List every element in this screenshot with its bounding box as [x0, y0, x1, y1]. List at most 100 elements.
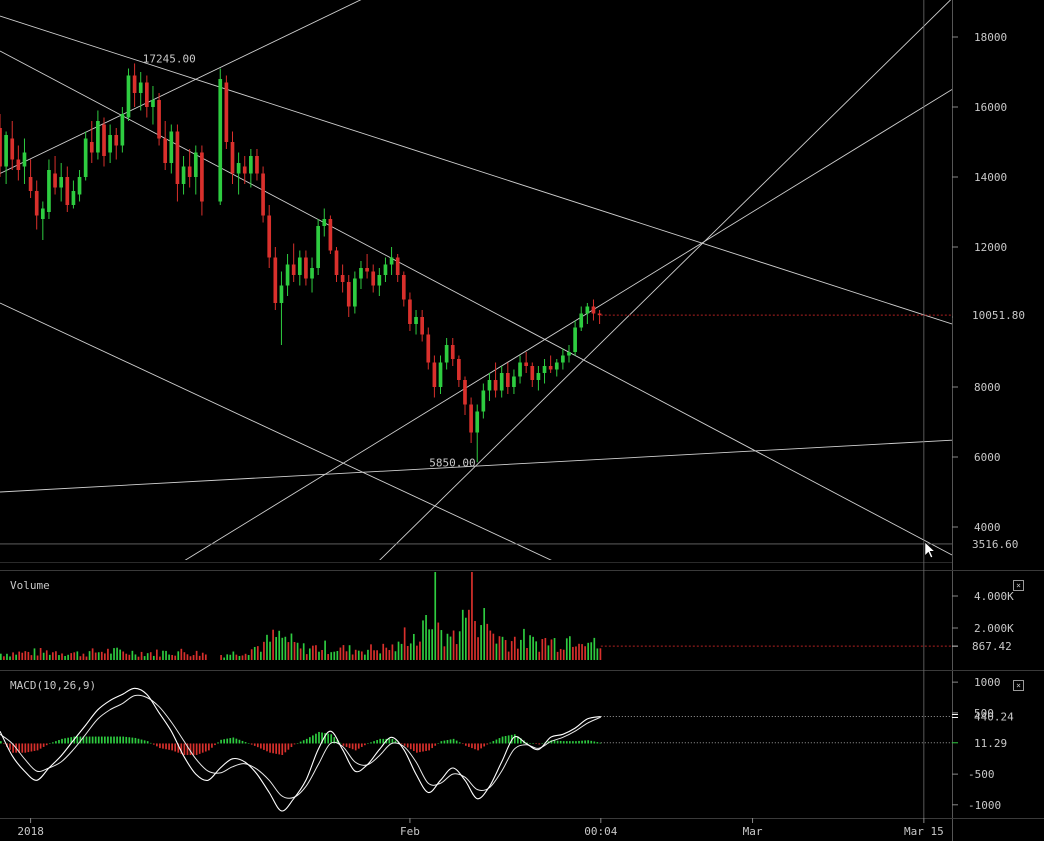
macd-histogram-bar — [214, 743, 216, 746]
volume-bar — [388, 650, 391, 660]
candle-body — [579, 313, 584, 328]
volume-bar — [379, 653, 382, 660]
candle-body — [542, 366, 547, 373]
volume-bar — [100, 651, 103, 660]
volume-bar — [192, 655, 195, 660]
macd-histogram-bar — [587, 740, 590, 744]
macd-histogram-bar — [140, 739, 143, 744]
volume-bar — [82, 653, 85, 660]
candle-body — [291, 264, 296, 275]
volume-close-icon[interactable]: × — [1013, 580, 1024, 591]
candle-body — [481, 390, 486, 412]
macd-histogram-bar — [12, 743, 14, 753]
macd-histogram-bar — [122, 736, 125, 744]
candle-body — [518, 362, 522, 377]
candle-body — [316, 226, 320, 268]
last-price-label: 10051.80 — [972, 309, 1025, 322]
macd-histogram-bar — [468, 743, 470, 747]
macd-close-icon[interactable]: × — [1013, 680, 1024, 691]
volume-bar — [94, 652, 97, 660]
macd-histogram-bar — [412, 743, 415, 751]
volume-bar — [360, 651, 363, 660]
macd-histogram-bar — [452, 738, 455, 744]
macd-histogram-bar — [495, 739, 498, 744]
macd-histogram-bar — [379, 738, 382, 744]
candle-body — [561, 355, 565, 363]
candle-body — [414, 317, 418, 324]
macd-histogram-bar — [394, 740, 397, 744]
price-tick-label: 14000 — [974, 171, 1007, 184]
volume-bar — [165, 650, 167, 660]
volume-bar — [278, 630, 281, 660]
macd-histogram-bar — [24, 743, 27, 753]
price-annotation: 17245.00 — [143, 52, 196, 65]
macd-histogram-bar — [107, 736, 109, 744]
volume-bar — [24, 651, 27, 660]
macd-histogram-bar — [388, 738, 391, 744]
volume-bar — [477, 637, 479, 660]
macd-histogram-bar — [324, 733, 326, 744]
macd-histogram-bar — [345, 743, 348, 747]
volume-bar — [382, 643, 385, 660]
volume-bar — [565, 638, 568, 660]
volume-bar — [296, 642, 299, 660]
candle-body — [297, 257, 302, 275]
candle-body — [340, 275, 345, 282]
volume-bar — [238, 655, 241, 660]
volume-bar — [73, 652, 76, 660]
trend-line — [184, 89, 952, 560]
macd-histogram-bar — [174, 743, 177, 752]
macd-histogram-bar — [256, 743, 259, 748]
macd-histogram-bar — [342, 743, 345, 746]
volume-bar — [159, 656, 161, 660]
volume-bar — [327, 654, 330, 660]
price-tick-label: 18000 — [974, 31, 1007, 44]
macd-signal-line — [0, 694, 602, 799]
candle-body — [353, 278, 357, 307]
volume-bar — [180, 648, 183, 660]
candle-body — [383, 264, 388, 275]
macd-histogram-bar — [516, 736, 519, 744]
candle-body — [157, 100, 161, 139]
macd-histogram-bar — [550, 740, 553, 744]
volume-bar — [339, 647, 342, 660]
macd-histogram-bar — [36, 743, 39, 751]
macd-histogram-bar — [281, 743, 284, 755]
candle-body — [255, 156, 259, 174]
macd-histogram-bar — [263, 743, 265, 750]
candle-body — [444, 345, 449, 363]
macd-histogram-bar — [39, 743, 42, 749]
macd-histogram-bar — [232, 737, 235, 744]
macd-histogram-bar — [152, 743, 155, 745]
histogram-last-label: 11.29 — [974, 737, 1007, 750]
candle-body — [22, 152, 27, 167]
macd-histogram-bar — [406, 743, 409, 748]
volume-tick-label: 4.000K — [974, 590, 1014, 603]
macd-histogram-bar — [434, 743, 437, 746]
volume-bar — [572, 646, 574, 660]
macd-histogram-bar — [562, 741, 565, 744]
macd-tick-label: 500 — [974, 707, 994, 720]
macd-histogram-bar — [201, 743, 204, 753]
macd-histogram-bar — [593, 741, 596, 744]
candle-body — [285, 264, 290, 286]
volume-bar — [269, 641, 271, 660]
candle-body — [328, 219, 333, 251]
volume-bar — [204, 654, 207, 660]
macd-histogram-bar — [599, 742, 602, 744]
macd-histogram-bar — [229, 738, 232, 744]
volume-bar — [535, 641, 538, 660]
macd-histogram-bar — [208, 743, 210, 751]
candle-body — [0, 128, 2, 167]
volume-bar — [140, 651, 143, 660]
candle-body — [200, 152, 204, 202]
price-tick-label: 6000 — [974, 451, 1001, 464]
candle-body — [536, 373, 541, 380]
volume-bar — [351, 654, 354, 660]
volume-bar — [562, 649, 565, 660]
macd-histogram-bar — [48, 743, 51, 744]
volume-bar — [21, 652, 24, 660]
candle-body — [334, 250, 339, 275]
macd-histogram-bar — [0, 741, 2, 744]
